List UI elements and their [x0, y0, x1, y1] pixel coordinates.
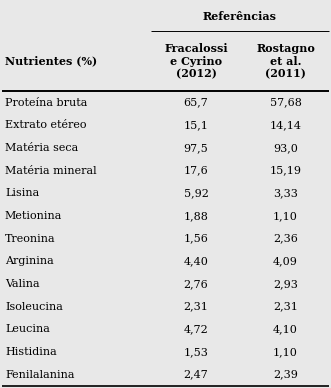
Text: 15,19: 15,19: [269, 166, 302, 176]
Text: 1,88: 1,88: [184, 211, 209, 221]
Text: 2,31: 2,31: [273, 301, 298, 312]
Text: 3,33: 3,33: [273, 188, 298, 198]
Text: Nutrientes (%): Nutrientes (%): [5, 55, 97, 67]
Text: Matéria mineral: Matéria mineral: [5, 166, 97, 176]
Text: 93,0: 93,0: [273, 143, 298, 153]
Text: 2,76: 2,76: [184, 279, 209, 289]
Text: 2,93: 2,93: [273, 279, 298, 289]
Text: 2,47: 2,47: [184, 370, 209, 380]
Text: Treonina: Treonina: [5, 234, 56, 244]
Text: Metionina: Metionina: [5, 211, 62, 221]
Text: Isoleucina: Isoleucina: [5, 301, 63, 312]
Text: Arginina: Arginina: [5, 256, 54, 266]
Text: 5,92: 5,92: [184, 188, 209, 198]
Text: 4,40: 4,40: [184, 256, 209, 266]
Text: 17,6: 17,6: [184, 166, 209, 176]
Text: 1,10: 1,10: [273, 211, 298, 221]
Text: Fenilalanina: Fenilalanina: [5, 370, 74, 380]
Text: Rostagno
et al.
(2011): Rostagno et al. (2011): [256, 43, 315, 80]
Text: 2,31: 2,31: [184, 301, 209, 312]
Text: 65,7: 65,7: [184, 97, 209, 107]
Text: Extrato etéreo: Extrato etéreo: [5, 120, 86, 130]
Text: 2,39: 2,39: [273, 370, 298, 380]
Text: 2,36: 2,36: [273, 234, 298, 244]
Text: 4,09: 4,09: [273, 256, 298, 266]
Text: Matéria seca: Matéria seca: [5, 143, 78, 153]
Text: 57,68: 57,68: [269, 97, 302, 107]
Text: Valina: Valina: [5, 279, 40, 289]
Text: 1,56: 1,56: [184, 234, 209, 244]
Text: 1,10: 1,10: [273, 347, 298, 357]
Text: Referências: Referências: [203, 11, 277, 22]
Text: 15,1: 15,1: [184, 120, 209, 130]
Text: Histidina: Histidina: [5, 347, 57, 357]
Text: 4,10: 4,10: [273, 324, 298, 334]
Text: Fracalossi
e Cyrino
(2012): Fracalossi e Cyrino (2012): [164, 43, 228, 80]
Text: 14,14: 14,14: [269, 120, 302, 130]
Text: Lisina: Lisina: [5, 188, 39, 198]
Text: Leucina: Leucina: [5, 324, 50, 334]
Text: 4,72: 4,72: [184, 324, 209, 334]
Text: Proteína bruta: Proteína bruta: [5, 97, 87, 107]
Text: 97,5: 97,5: [184, 143, 209, 153]
Text: 1,53: 1,53: [184, 347, 209, 357]
